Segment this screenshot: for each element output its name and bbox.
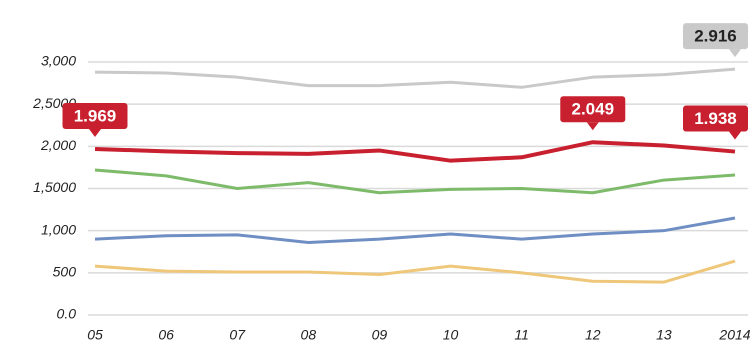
callout-box [560, 96, 626, 123]
callout-box [683, 105, 748, 132]
y-tick-label: 3,000 [41, 53, 76, 69]
data-label: 1.969 [74, 106, 117, 125]
callout-pointer [729, 49, 741, 58]
callout-box [683, 23, 748, 50]
series-line [94, 168, 736, 195]
x-tick-label: 10 [443, 327, 459, 343]
x-tick-label: 06 [158, 327, 174, 343]
series-line [94, 140, 736, 163]
series-line [94, 259, 736, 284]
x-tick-label: 08 [301, 327, 317, 343]
x-tick-label: 11 [514, 327, 529, 343]
x-tick-label: 12 [585, 327, 601, 343]
y-tick-label: 1,000 [41, 221, 76, 237]
x-tick-label: 2014 [718, 327, 750, 343]
data-label: 2.916 [694, 27, 737, 46]
y-tick-label: 1,5000 [33, 179, 76, 195]
series-line [94, 67, 736, 89]
callout-pointer [729, 131, 741, 140]
callout-pointer [89, 128, 101, 137]
y-tick-label: 2,000 [40, 137, 76, 153]
callout-pointer [586, 122, 599, 131]
x-tick-label: 09 [372, 327, 388, 343]
y-tick-label: 500 [53, 264, 77, 280]
data-label: 2.049 [572, 100, 615, 119]
callout-box [62, 102, 128, 129]
series-line [94, 216, 736, 244]
y-tick-label: 0.0 [57, 306, 77, 322]
x-tick-label: 13 [656, 327, 672, 343]
x-tick-label: 07 [229, 327, 246, 343]
data-label: 1.938 [694, 109, 737, 128]
x-tick-label: 05 [87, 327, 103, 343]
